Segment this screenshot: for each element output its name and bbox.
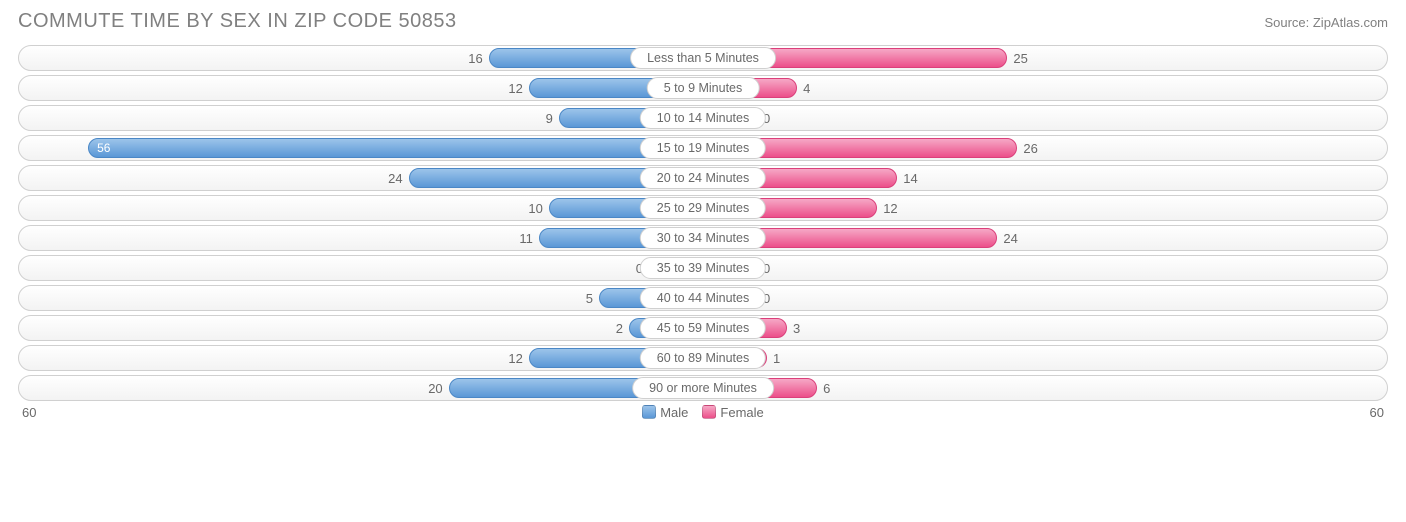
chart-axis: 60 Male Female 60 <box>18 405 1388 420</box>
chart-row: 5040 to 44 Minutes <box>18 285 1388 311</box>
female-value: 26 <box>1017 141 1043 156</box>
row-label: 20 to 24 Minutes <box>640 167 766 189</box>
male-value: 24 <box>382 171 408 186</box>
row-label: 30 to 34 Minutes <box>640 227 766 249</box>
chart-row: 16 25 Less than 5 Minutes <box>18 45 1388 71</box>
legend-swatch-male <box>642 405 656 419</box>
female-value: 25 <box>1007 51 1033 66</box>
male-value: 2 <box>610 321 629 336</box>
row-label: 40 to 44 Minutes <box>640 287 766 309</box>
female-value: 12 <box>877 201 903 216</box>
row-label: 45 to 59 Minutes <box>640 317 766 339</box>
chart-row: 12 160 to 89 Minutes <box>18 345 1388 371</box>
chart-row: 12 4 5 to 9 Minutes <box>18 75 1388 101</box>
chart-row: 0035 to 39 Minutes <box>18 255 1388 281</box>
row-label: 10 to 14 Minutes <box>640 107 766 129</box>
chart-source: Source: ZipAtlas.com <box>1264 15 1388 30</box>
male-value: 9 <box>540 111 559 126</box>
chart-header: COMMUTE TIME BY SEX IN ZIP CODE 50853 So… <box>18 10 1388 33</box>
chart-row: 20 6 90 or more Minutes <box>18 375 1388 401</box>
row-label: Less than 5 Minutes <box>630 47 776 69</box>
female-value: 14 <box>897 171 923 186</box>
chart-title: COMMUTE TIME BY SEX IN ZIP CODE 50853 <box>18 10 457 33</box>
row-label: 90 or more Minutes <box>632 377 774 399</box>
female-value: 24 <box>997 231 1023 246</box>
row-label: 25 to 29 Minutes <box>640 197 766 219</box>
female-value: 6 <box>817 381 836 396</box>
chart-row: 11 24 30 to 34 Minutes <box>18 225 1388 251</box>
chart-row: 2 3 45 to 59 Minutes <box>18 315 1388 341</box>
legend-item-female: Female <box>702 405 763 420</box>
male-value: 12 <box>502 351 528 366</box>
row-label: 5 to 9 Minutes <box>647 77 760 99</box>
female-value: 1 <box>767 351 786 366</box>
female-value: 4 <box>797 81 816 96</box>
chart-row: 24 14 20 to 24 Minutes <box>18 165 1388 191</box>
legend-swatch-female <box>702 405 716 419</box>
legend-label-female: Female <box>720 405 763 420</box>
female-value: 3 <box>787 321 806 336</box>
row-label: 15 to 19 Minutes <box>640 137 766 159</box>
legend-label-male: Male <box>660 405 688 420</box>
male-value: 20 <box>422 381 448 396</box>
chart-legend: Male Female <box>642 405 764 420</box>
male-bar: 56 <box>88 138 703 158</box>
male-value: 11 <box>513 231 539 246</box>
male-value: 12 <box>502 81 528 96</box>
chart-row: 10 12 25 to 29 Minutes <box>18 195 1388 221</box>
axis-left-max: 60 <box>22 405 36 420</box>
axis-right-max: 60 <box>1370 405 1384 420</box>
chart-rows: 1625Less than 5 Minutes1245 to 9 Minutes… <box>18 45 1388 401</box>
row-label: 35 to 39 Minutes <box>640 257 766 279</box>
male-value: 16 <box>462 51 488 66</box>
male-value: 5 <box>580 291 599 306</box>
chart-row: 9010 to 14 Minutes <box>18 105 1388 131</box>
legend-item-male: Male <box>642 405 688 420</box>
chart-row: 56 26 15 to 19 Minutes <box>18 135 1388 161</box>
male-value: 10 <box>522 201 548 216</box>
row-label: 60 to 89 Minutes <box>640 347 766 369</box>
